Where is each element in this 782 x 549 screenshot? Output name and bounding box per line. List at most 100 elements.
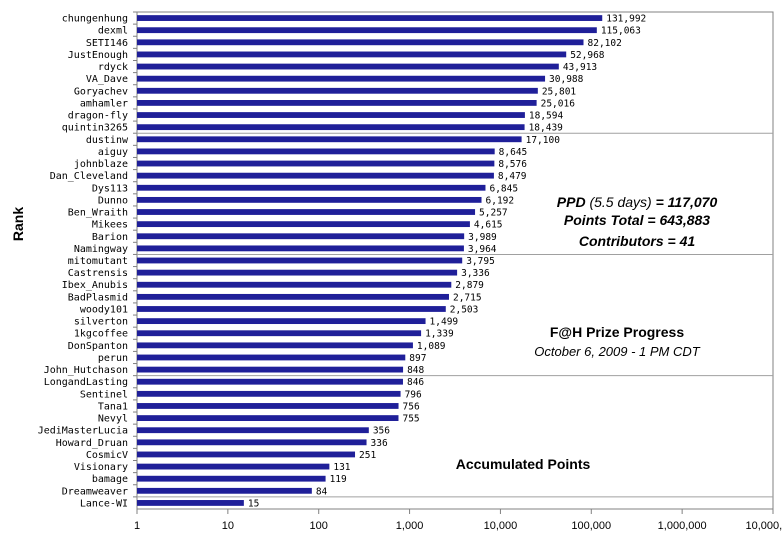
value-label: 251 xyxy=(359,450,376,461)
bar xyxy=(137,463,330,470)
ppd-stat: PPD (5.5 days) = 117,070 xyxy=(557,194,718,210)
bar xyxy=(137,403,399,409)
bar xyxy=(137,451,356,458)
category-label: Goryachev xyxy=(74,86,128,97)
value-label: 25,016 xyxy=(541,98,576,109)
category-label: Dys113 xyxy=(92,183,128,194)
category-label: Howard_Druan xyxy=(56,438,128,449)
value-labels: 131,992115,06382,10252,96843,91330,98825… xyxy=(248,14,646,510)
category-label: amhamler xyxy=(80,98,128,109)
bar xyxy=(137,112,525,118)
ppd-period: (5.5 days) xyxy=(589,194,651,210)
category-label: Ben_Wraith xyxy=(68,208,128,219)
bar xyxy=(137,39,584,46)
category-label: John_Hutchason xyxy=(44,365,128,376)
category-label: woody101 xyxy=(80,304,128,315)
bar xyxy=(137,15,603,21)
category-label: VA_Dave xyxy=(86,74,128,85)
category-label: Barion xyxy=(92,232,128,243)
bar xyxy=(137,390,401,397)
bar xyxy=(137,124,525,131)
value-label: 52,968 xyxy=(570,50,605,61)
value-label: 3,964 xyxy=(468,244,497,255)
bar xyxy=(137,233,465,240)
value-label: 25,801 xyxy=(542,86,577,97)
bar xyxy=(137,378,403,385)
value-label: 1,339 xyxy=(425,329,454,340)
value-label: 17,100 xyxy=(526,135,561,146)
category-label: JediMasterLucia xyxy=(38,426,128,437)
category-label: SETI146 xyxy=(86,38,128,49)
ppd-value: = 117,070 xyxy=(656,194,718,210)
category-label: JustEnough xyxy=(68,50,128,61)
x-axis-ticks: 1 10 100 1,000 10,000 100,000 1,000,000 10,000,… xyxy=(134,509,782,532)
contributors-stat: Contributors = 41 xyxy=(579,233,696,249)
value-label: 3,336 xyxy=(461,268,490,279)
category-label: Mikees xyxy=(92,220,128,231)
bar xyxy=(137,148,495,155)
category-label: DonSpanton xyxy=(68,341,128,352)
category-label: Dunno xyxy=(98,195,128,206)
value-label: 336 xyxy=(371,438,388,449)
bar xyxy=(137,100,537,106)
accumulated-points-label: Accumulated Points xyxy=(456,456,591,472)
bar xyxy=(137,487,312,494)
value-label: 119 xyxy=(330,474,347,485)
value-label: 131 xyxy=(333,462,350,473)
category-label: Namingway xyxy=(74,244,128,255)
grid-lines xyxy=(137,132,773,498)
category-label: chungenhung xyxy=(62,14,128,25)
value-label: 82,102 xyxy=(588,38,622,49)
bar xyxy=(137,354,406,361)
category-label: Ibex_Anubis xyxy=(62,280,128,291)
bar xyxy=(137,196,482,203)
category-label: mitomutant xyxy=(68,256,128,267)
value-label: 30,988 xyxy=(549,74,584,85)
bar xyxy=(137,221,470,228)
value-label: 8,645 xyxy=(499,147,528,158)
value-label: 3,795 xyxy=(466,256,495,267)
category-label: BadPlasmid xyxy=(68,292,128,303)
category-label: Nevyl xyxy=(98,414,128,425)
category-label: quintin3265 xyxy=(62,123,128,134)
value-label: 897 xyxy=(409,353,426,364)
bar xyxy=(137,281,452,288)
bar xyxy=(137,293,449,300)
value-label: 848 xyxy=(407,365,424,376)
category-label: Visionary xyxy=(74,462,128,473)
category-label: dustinw xyxy=(86,135,129,146)
value-label: 755 xyxy=(402,414,419,425)
bar xyxy=(137,257,463,264)
x-tick-label: 10,000 xyxy=(484,520,518,532)
value-label: 846 xyxy=(407,377,424,388)
category-label: Sentinel xyxy=(80,389,128,400)
value-label: 5,257 xyxy=(479,208,508,219)
bar xyxy=(137,160,495,167)
x-tick-label: 100,000 xyxy=(571,520,611,532)
points-total-stat: Points Total = 643,883 xyxy=(564,212,710,228)
bars-group xyxy=(137,15,603,506)
category-labels: chungenhungdexmlSETI146JustEnoughrdyckVA… xyxy=(38,11,137,509)
bar xyxy=(137,269,458,276)
bar xyxy=(137,306,446,312)
category-label: Tana1 xyxy=(98,401,128,412)
category-label: dragon-fly xyxy=(68,111,128,122)
prize-title: F@H Prize Progress xyxy=(550,324,684,340)
value-label: 356 xyxy=(373,426,390,437)
bar xyxy=(137,366,404,373)
bar xyxy=(137,27,597,34)
category-label: Lance-WI xyxy=(80,498,128,509)
value-label: 6,845 xyxy=(489,183,518,194)
value-label: 1,499 xyxy=(430,317,459,328)
category-label: silverton xyxy=(74,317,128,328)
value-label: 6,192 xyxy=(486,195,515,206)
category-label: LongandLasting xyxy=(44,377,128,388)
x-tick-label: 100 xyxy=(310,520,328,532)
value-label: 756 xyxy=(403,401,420,412)
value-label: 3,989 xyxy=(468,232,497,243)
value-label: 84 xyxy=(316,486,328,497)
bar xyxy=(137,184,486,191)
bar xyxy=(137,63,559,70)
